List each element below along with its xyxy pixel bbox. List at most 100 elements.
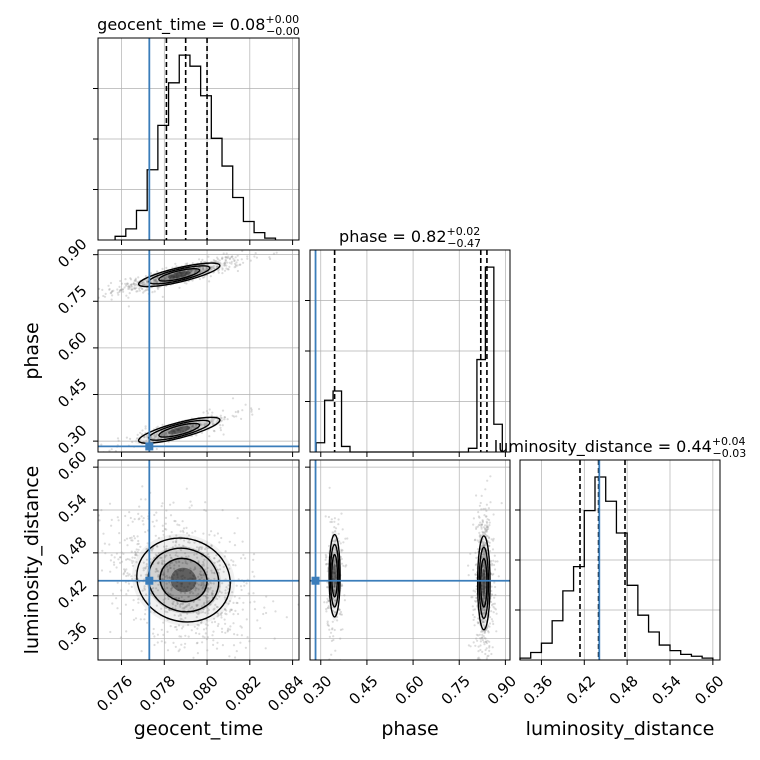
density-shade (333, 563, 337, 588)
scatter-point (212, 259, 215, 262)
scatter-point (481, 523, 484, 526)
scatter-point (171, 266, 174, 269)
scatter-point (488, 644, 491, 648)
scatter-point (200, 583, 203, 587)
scatter-point (198, 598, 201, 601)
scatter-point (483, 569, 486, 572)
scatter-point (232, 622, 235, 625)
scatter-point (488, 649, 491, 653)
scatter-point (200, 261, 203, 264)
scatter-point (228, 628, 232, 631)
scatter-point (133, 518, 136, 521)
scatter-point (201, 269, 204, 272)
scatter-point (174, 560, 177, 563)
x-tick-label: 0.60 (691, 672, 727, 708)
scatter-point (135, 290, 138, 293)
scatter-point (204, 611, 207, 614)
scatter-point (194, 632, 198, 635)
scatter-point (117, 519, 120, 522)
scatter-point (326, 570, 329, 573)
scatter-point (179, 603, 182, 607)
scatter-point (494, 608, 497, 611)
scatter-point (480, 630, 483, 633)
scatter-point (476, 548, 479, 551)
scatter-point (204, 501, 207, 504)
scatter-point (130, 559, 133, 562)
density-shade (331, 553, 338, 598)
scatter-point (189, 269, 192, 272)
scatter-point (485, 534, 488, 537)
scatter-point (153, 434, 156, 437)
scatter-point (159, 556, 162, 559)
scatter-point (180, 635, 183, 638)
scatter-point (488, 677, 490, 679)
scatter-point (156, 286, 159, 289)
scatter-point (206, 610, 209, 613)
scatter-point (187, 555, 190, 558)
scatter-point (485, 525, 489, 529)
scatter-point (184, 634, 187, 637)
scatter-point (95, 555, 97, 557)
scatter-point (160, 278, 164, 281)
scatter-point (482, 589, 486, 593)
scatter-point (217, 271, 220, 274)
scatter-point (242, 601, 245, 604)
scatter-point (210, 420, 213, 423)
scatter-point (474, 573, 477, 576)
scatter-point (172, 429, 175, 432)
scatter-point (239, 585, 243, 588)
scatter-point (493, 607, 496, 610)
scatter-point (215, 605, 218, 609)
scatter-point (127, 582, 131, 585)
scatter-point (183, 599, 186, 602)
scatter-point (481, 584, 484, 587)
scatter-point (483, 643, 486, 646)
scatter-point (127, 296, 130, 299)
scatter-point (488, 541, 491, 544)
scatter-point (334, 599, 337, 602)
scatter-point (129, 516, 132, 520)
scatter-point (166, 565, 169, 568)
scatter-point (215, 647, 219, 650)
scatter-point (194, 269, 197, 272)
scatter-point (265, 595, 268, 598)
scatter-point (483, 637, 486, 640)
scatter-point (477, 617, 480, 620)
scatter-point (213, 557, 216, 560)
scatter-point (170, 583, 173, 586)
scatter-point (136, 551, 139, 554)
scatter-point (169, 554, 172, 557)
scatter-point (210, 530, 213, 533)
scatter-point (209, 581, 212, 584)
scatter-point (484, 652, 487, 656)
scatter-point (476, 657, 479, 660)
title-main: geocent_time = 0.08 (97, 15, 265, 35)
scatter-point (209, 268, 212, 271)
scatter-point (490, 604, 494, 607)
scatter-point (202, 583, 205, 586)
scatter-point (493, 581, 496, 584)
scatter-point (201, 546, 204, 549)
scatter-point (185, 263, 189, 266)
x-tick-label: 0.42 (563, 672, 599, 708)
scatter-point (492, 539, 495, 542)
scatter-point (205, 597, 208, 600)
scatter-point (185, 605, 188, 608)
scatter-point (482, 585, 486, 589)
scatter-point (185, 282, 188, 285)
scatter-point (237, 410, 240, 413)
scatter-point (191, 424, 194, 427)
scatter-point (483, 631, 487, 634)
scatter-point (109, 559, 112, 562)
scatter-point (156, 287, 160, 291)
scatter-point (482, 564, 486, 568)
scatter-point (154, 534, 157, 537)
scatter-point (119, 561, 122, 565)
scatter-point (483, 611, 486, 614)
scatter-point (491, 620, 494, 623)
density-shade (157, 423, 201, 438)
scatter-point (481, 650, 484, 654)
scatter-point (236, 264, 239, 267)
scatter-point (172, 275, 176, 278)
scatter-point (173, 564, 176, 567)
